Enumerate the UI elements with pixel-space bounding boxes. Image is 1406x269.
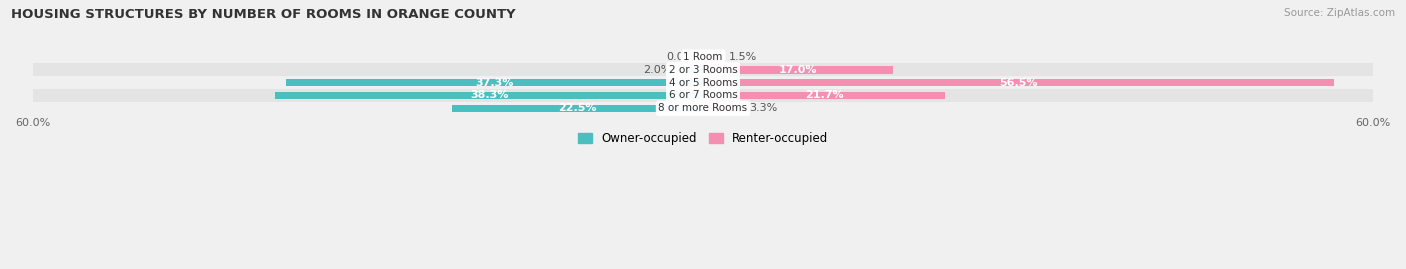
Bar [32,89,1374,102]
Text: 38.3%: 38.3% [470,90,508,101]
Bar [703,92,945,99]
Bar [287,79,703,86]
Bar [703,79,1334,86]
Bar [681,66,703,73]
Text: 0.0%: 0.0% [666,52,695,62]
Bar [32,102,1374,115]
Text: 2.0%: 2.0% [644,65,672,75]
Text: 1 Room: 1 Room [683,52,723,62]
Text: 22.5%: 22.5% [558,103,596,113]
Text: Source: ZipAtlas.com: Source: ZipAtlas.com [1284,8,1395,18]
Bar [451,105,703,112]
Text: 8 or more Rooms: 8 or more Rooms [658,103,748,113]
Bar [703,53,720,61]
Text: 56.5%: 56.5% [1000,78,1038,88]
Text: 4 or 5 Rooms: 4 or 5 Rooms [669,78,737,88]
Bar [703,66,893,73]
Bar [32,76,1374,89]
Text: 37.3%: 37.3% [475,78,513,88]
Text: 3.3%: 3.3% [749,103,778,113]
Bar [32,51,1374,63]
Text: 21.7%: 21.7% [804,90,844,101]
Text: 2 or 3 Rooms: 2 or 3 Rooms [669,65,737,75]
Bar [276,92,703,99]
Text: 17.0%: 17.0% [779,65,817,75]
Text: 6 or 7 Rooms: 6 or 7 Rooms [669,90,737,101]
Legend: Owner-occupied, Renter-occupied: Owner-occupied, Renter-occupied [572,128,834,150]
Text: HOUSING STRUCTURES BY NUMBER OF ROOMS IN ORANGE COUNTY: HOUSING STRUCTURES BY NUMBER OF ROOMS IN… [11,8,516,21]
Bar [32,63,1374,76]
Text: 1.5%: 1.5% [728,52,756,62]
Bar [703,105,740,112]
